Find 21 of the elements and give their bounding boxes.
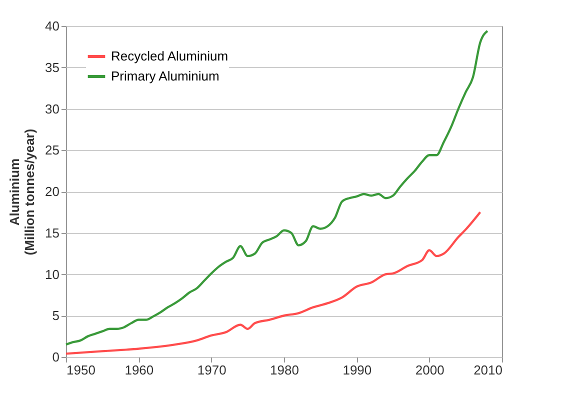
legend-label: Primary Aluminium	[111, 68, 220, 84]
y-tick-label: 15	[45, 225, 60, 240]
y-tick-label: 0	[52, 350, 60, 364]
y-tick-label: 40	[45, 18, 60, 34]
x-tick-label: 1950	[66, 362, 96, 378]
x-tick-label: 1970	[197, 362, 226, 378]
y-tick-label: 5	[52, 308, 60, 324]
x-tick-label: 1990	[342, 362, 372, 378]
y-tick-label: 25	[45, 142, 60, 158]
legend-label: Recycled Aluminium	[111, 48, 228, 64]
x-tick-label: 1980	[270, 362, 299, 378]
line-series	[64, 211, 482, 355]
y-tick-label: 30	[45, 101, 60, 116]
y-tick-label: 10	[45, 266, 60, 282]
x-tick-label: 1960	[124, 362, 154, 378]
x-tick-label: 2010	[474, 362, 502, 378]
y-tick-label: 20	[45, 184, 60, 199]
y-axis-title: Aluminium (Million tonnes/year)	[7, 128, 38, 256]
x-tick-label: 2000	[415, 362, 444, 378]
line-series	[64, 30, 489, 346]
y-tick-label: 35	[45, 60, 60, 75]
